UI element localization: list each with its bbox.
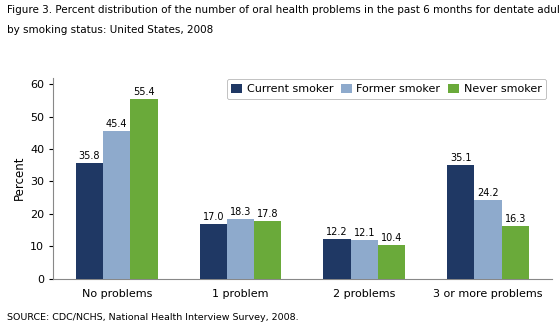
- Text: 55.4: 55.4: [133, 87, 155, 97]
- Text: 17.8: 17.8: [257, 209, 278, 219]
- Bar: [324, 239, 351, 279]
- Bar: [378, 245, 405, 279]
- Legend: Current smoker, Former smoker, Never smoker: Current smoker, Former smoker, Never smo…: [227, 79, 546, 99]
- Text: 12.2: 12.2: [326, 227, 348, 237]
- Y-axis label: Percent: Percent: [13, 156, 26, 200]
- Text: 10.4: 10.4: [381, 233, 402, 243]
- Bar: [474, 200, 502, 279]
- Text: by smoking status: United States, 2008: by smoking status: United States, 2008: [7, 25, 213, 35]
- Text: 17.0: 17.0: [203, 212, 224, 222]
- Text: 35.8: 35.8: [79, 151, 100, 161]
- Text: 16.3: 16.3: [505, 214, 526, 224]
- Text: 18.3: 18.3: [230, 208, 251, 217]
- Bar: [76, 163, 103, 279]
- Bar: [103, 131, 130, 279]
- Bar: [200, 224, 227, 279]
- Bar: [351, 240, 378, 279]
- Bar: [130, 99, 157, 279]
- Bar: [227, 219, 254, 279]
- Bar: [502, 226, 529, 279]
- Bar: [254, 221, 281, 279]
- Text: 24.2: 24.2: [477, 188, 499, 198]
- Text: Figure 3. Percent distribution of the number of oral health problems in the past: Figure 3. Percent distribution of the nu…: [7, 5, 560, 15]
- Text: 45.4: 45.4: [106, 119, 128, 129]
- Text: 35.1: 35.1: [450, 153, 472, 163]
- Bar: [447, 165, 474, 279]
- Text: SOURCE: CDC/NCHS, National Health Interview Survey, 2008.: SOURCE: CDC/NCHS, National Health Interv…: [7, 313, 298, 322]
- Text: 12.1: 12.1: [353, 228, 375, 238]
